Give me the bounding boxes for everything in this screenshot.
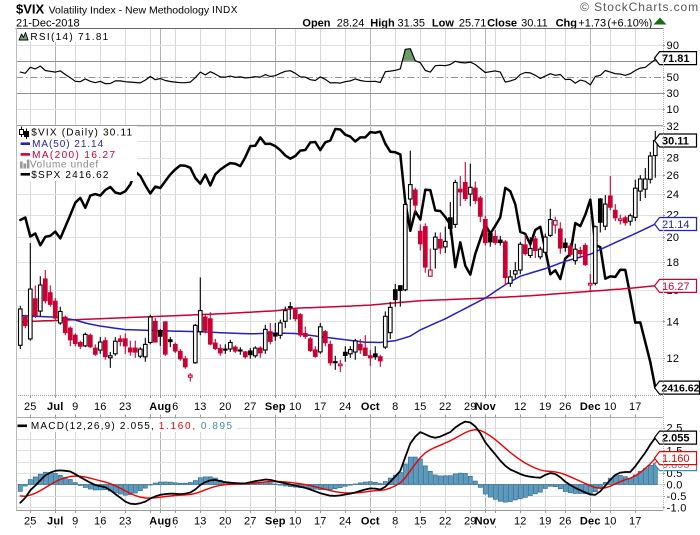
svg-text:Nov: Nov [475, 401, 497, 413]
svg-text:24: 24 [339, 401, 352, 413]
svg-text:32: 32 [667, 121, 680, 133]
svg-text:25.71: 25.71 [459, 18, 487, 30]
svg-text:8: 8 [392, 401, 398, 413]
svg-text:23: 23 [119, 401, 132, 413]
svg-text:90: 90 [667, 40, 680, 52]
svg-text:2416.62: 2416.62 [662, 383, 700, 395]
svg-text:30: 30 [667, 88, 680, 100]
svg-text:Aug: Aug [149, 516, 171, 528]
svg-text:1.160,: 1.160, [159, 421, 197, 432]
svg-text:16: 16 [94, 401, 107, 413]
svg-text:0.895: 0.895 [201, 421, 234, 432]
svg-text:Sep: Sep [265, 516, 286, 528]
svg-text:Open: Open [302, 18, 330, 30]
svg-text:10: 10 [289, 516, 302, 528]
svg-text:Oct: Oct [361, 516, 380, 528]
svg-text:22: 22 [439, 401, 452, 413]
svg-text:+1.73: +1.73 [578, 18, 606, 30]
svg-text:24: 24 [667, 189, 680, 201]
svg-text:$VIX: $VIX [16, 2, 45, 17]
svg-text:Volatility Index - New Methodo: Volatility Index - New Methodology [49, 5, 210, 17]
svg-text:15: 15 [414, 516, 427, 528]
svg-text:$VIX (Daily) 30.11: $VIX (Daily) 30.11 [31, 127, 133, 138]
svg-text:© StockCharts.com: © StockCharts.com [580, 0, 699, 14]
svg-text:Dec: Dec [580, 401, 601, 413]
svg-text:16.27: 16.27 [662, 281, 690, 293]
svg-text:-1.0: -1.0 [667, 502, 687, 514]
svg-text:24: 24 [339, 516, 352, 528]
svg-text:30.11: 30.11 [662, 136, 689, 148]
svg-text:20: 20 [219, 516, 232, 528]
svg-text:MA(50) 21.14: MA(50) 21.14 [32, 139, 104, 150]
svg-text:MACD(12,26,9) 2.055,: MACD(12,26,9) 2.055, [31, 421, 155, 432]
svg-text:28.24: 28.24 [337, 18, 365, 30]
svg-text:Jul: Jul [47, 401, 64, 413]
svg-text:17: 17 [314, 401, 327, 413]
svg-text:Nov: Nov [475, 516, 497, 528]
svg-text:14: 14 [667, 316, 680, 328]
svg-text:INDX: INDX [212, 5, 238, 16]
svg-text:20: 20 [219, 401, 232, 413]
svg-text:9: 9 [72, 516, 78, 528]
svg-text:High: High [370, 18, 395, 30]
svg-text:10: 10 [604, 516, 617, 528]
svg-text:15: 15 [414, 401, 427, 413]
svg-text:2.055: 2.055 [662, 433, 690, 445]
svg-text:(+6.10%): (+6.10%) [607, 18, 652, 30]
svg-text:28: 28 [667, 153, 680, 165]
svg-text:8: 8 [392, 516, 398, 528]
svg-text:71.81: 71.81 [662, 53, 690, 65]
svg-text:6: 6 [172, 516, 178, 528]
svg-text:12: 12 [667, 353, 680, 365]
svg-text:Chg: Chg [556, 18, 577, 30]
svg-text:18: 18 [667, 257, 680, 269]
svg-text:17: 17 [629, 401, 642, 413]
svg-text:$SPX 2416.62: $SPX 2416.62 [31, 170, 109, 181]
svg-text:RSI(14) 71.81: RSI(14) 71.81 [30, 32, 109, 43]
svg-text:MA(200) 16.27: MA(200) 16.27 [32, 150, 116, 161]
svg-text:Dec: Dec [580, 516, 601, 528]
svg-text:0.0: 0.0 [667, 480, 683, 492]
svg-text:6: 6 [172, 401, 178, 413]
svg-text:Sep: Sep [265, 401, 286, 413]
svg-text:Low: Low [432, 18, 454, 30]
svg-text:Oct: Oct [361, 401, 380, 413]
svg-text:20: 20 [667, 232, 680, 244]
svg-text:27: 27 [244, 401, 257, 413]
svg-text:26: 26 [559, 401, 572, 413]
svg-text:25: 25 [24, 516, 37, 528]
svg-text:10: 10 [667, 104, 680, 116]
svg-text:29: 29 [464, 401, 477, 413]
svg-text:10: 10 [289, 401, 302, 413]
svg-text:21.14: 21.14 [662, 219, 690, 231]
svg-text:17: 17 [629, 516, 642, 528]
svg-text:31.35: 31.35 [398, 18, 426, 30]
svg-text:29: 29 [464, 516, 477, 528]
svg-text:12: 12 [514, 516, 527, 528]
svg-text:19: 19 [539, 401, 552, 413]
svg-text:19: 19 [539, 516, 552, 528]
svg-text:9: 9 [72, 401, 78, 413]
svg-text:30.11: 30.11 [521, 18, 548, 30]
svg-text:Aug: Aug [149, 401, 171, 413]
svg-text:22: 22 [439, 516, 452, 528]
svg-text:10: 10 [604, 401, 617, 413]
svg-text:Volume undef: Volume undef [30, 160, 99, 171]
svg-text:21-Dec-2018: 21-Dec-2018 [16, 18, 80, 30]
svg-text:26: 26 [667, 170, 680, 182]
svg-text:16: 16 [94, 516, 107, 528]
svg-text:13: 13 [194, 516, 207, 528]
svg-text:26: 26 [559, 516, 572, 528]
svg-text:Close: Close [487, 18, 517, 30]
svg-text:13: 13 [194, 401, 207, 413]
svg-text:23: 23 [119, 516, 132, 528]
svg-text:25: 25 [24, 401, 37, 413]
svg-text:1.160: 1.160 [662, 453, 690, 465]
svg-text:27: 27 [244, 516, 257, 528]
svg-text:50: 50 [667, 72, 680, 84]
svg-text:17: 17 [314, 516, 327, 528]
svg-text:Jul: Jul [47, 516, 64, 528]
svg-text:-0.5: -0.5 [667, 491, 687, 503]
svg-text:12: 12 [514, 401, 527, 413]
